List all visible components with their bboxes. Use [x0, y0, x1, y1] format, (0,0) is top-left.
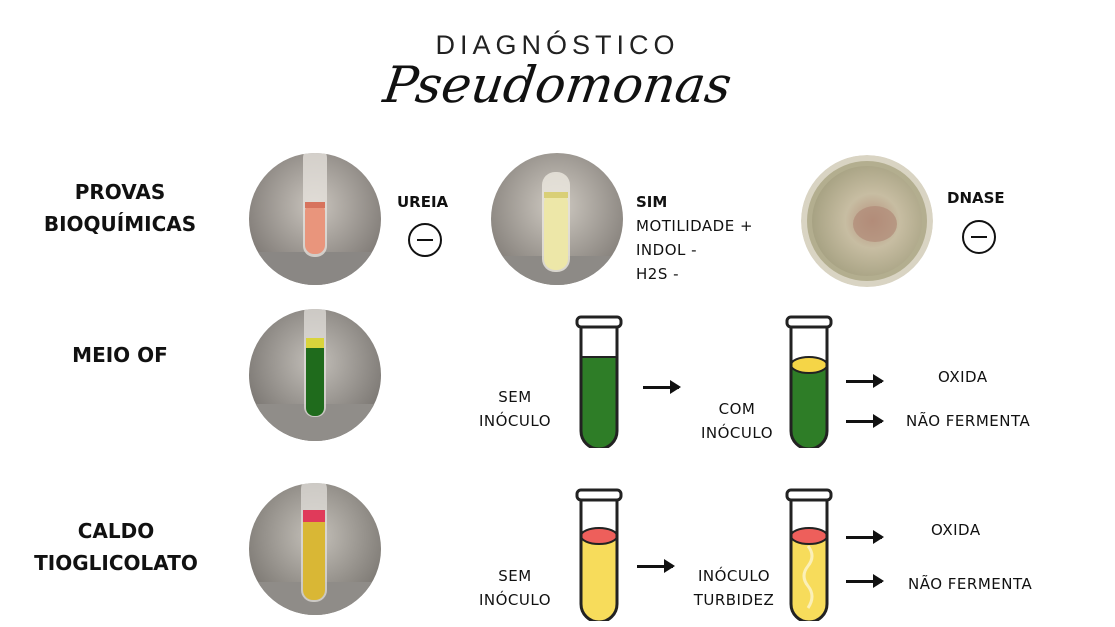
meio-of-sem-line1: SEM: [498, 388, 532, 406]
caldo-result-nao-fermenta: NÃO FERMENTA: [908, 575, 1033, 593]
arrow-right-icon: [637, 559, 675, 573]
row-label-meio-of: MEIO OF: [72, 343, 168, 367]
minus-circle-icon: [962, 220, 996, 254]
arrow-right-icon: [643, 380, 681, 394]
test-tube-caldo-sem-inoculo: [575, 488, 623, 621]
row-label-caldo-line2: TIOGLICOLATO: [34, 551, 198, 575]
arrow-right-icon: [846, 530, 884, 544]
sim-motilidade: MOTILIDADE +: [636, 217, 754, 235]
row-label-caldo-line1: CALDO: [77, 519, 155, 543]
sim-label: SIM: [636, 193, 668, 211]
test-tube-of-com-inoculo: [785, 315, 833, 448]
arrow-right-icon: [846, 374, 884, 388]
meio-of-com-line1: COM: [718, 400, 756, 418]
title-line1: DIAGNÓSTICO: [435, 30, 680, 60]
caldo-result-oxida: OXIDA: [931, 521, 981, 539]
title-script: Pseudomonas: [379, 56, 736, 114]
meio-of-result-oxida: OXIDA: [938, 368, 988, 386]
meio-of-sem-inoculo: SEM INÓCULO: [472, 385, 558, 433]
caldo-sem-inoculo: SEM INÓCULO: [472, 564, 558, 612]
sim-results: SIM MOTILIDADE + INDOL - H2S -: [636, 190, 753, 286]
ureia-label: UREIA: [397, 193, 449, 211]
caldo-sem-line2: INÓCULO: [478, 591, 552, 609]
caldo-inoculo-turbidez: INÓCULO TURBIDEZ: [688, 564, 780, 612]
meio-of-com-line2: INÓCULO: [700, 424, 774, 442]
arrow-right-icon: [846, 414, 884, 428]
row-label-provas-line1: PROVAS: [74, 180, 166, 204]
minus-circle-icon: [408, 223, 442, 257]
sim-tube-photo: [491, 153, 623, 285]
meio-of-tube-photo: [249, 309, 381, 441]
dnase-plate-photo: [801, 155, 933, 287]
sim-indol: INDOL -: [636, 241, 698, 259]
test-tube-of-sem-inoculo: [575, 315, 623, 448]
caldo-ino-line2: TURBIDEZ: [693, 591, 775, 609]
row-label-caldo: CALDO TIOGLICOLATO: [16, 515, 216, 579]
meio-of-sem-line2: INÓCULO: [478, 412, 552, 430]
sim-h2s: H2S -: [636, 265, 680, 283]
row-label-provas-line2: BIOQUÍMICAS: [43, 212, 197, 236]
row-label-provas: PROVAS BIOQUÍMICAS: [20, 176, 220, 240]
dnase-label: DNASE: [947, 189, 1005, 207]
caldo-ino-line1: INÓCULO: [697, 567, 771, 585]
arrow-right-icon: [846, 574, 884, 588]
meio-of-result-nao-fermenta: NÃO FERMENTA: [906, 412, 1031, 430]
ureia-tube-photo: [249, 153, 381, 285]
caldo-tube-photo: [249, 483, 381, 615]
caldo-sem-line1: SEM: [498, 567, 532, 585]
meio-of-com-inoculo: COM INÓCULO: [694, 397, 780, 445]
test-tube-caldo-com-inoculo: [785, 488, 833, 621]
